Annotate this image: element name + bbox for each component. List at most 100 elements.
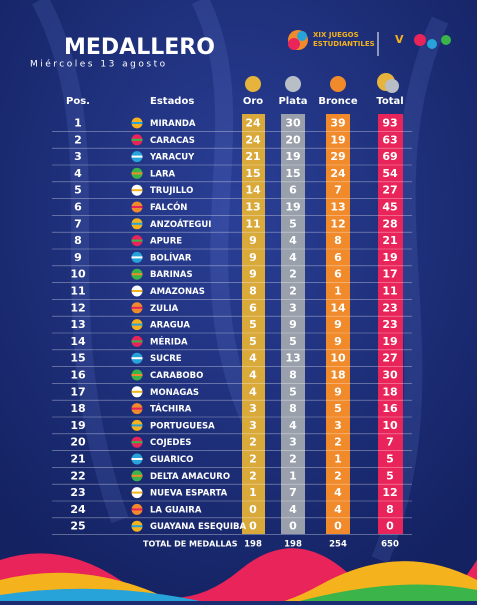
position: 7 — [74, 217, 82, 230]
flag-stripe — [131, 491, 143, 494]
medal-count: 2 — [334, 436, 342, 449]
state-name: PORTUGUESA — [150, 421, 215, 431]
medal-count: 2 — [289, 453, 297, 466]
medal-count: 27 — [382, 352, 397, 365]
medal-count: 4 — [289, 503, 297, 516]
position: 4 — [74, 167, 82, 180]
medal-count: 18 — [330, 369, 345, 382]
position: 9 — [74, 251, 82, 264]
total-label: TOTAL DE MEDALLAS — [143, 540, 238, 549]
position: 11 — [70, 285, 85, 298]
position: 10 — [70, 268, 86, 281]
state-name: LA GUAIRA — [150, 505, 202, 515]
medal-count: 7 — [334, 184, 342, 197]
medal-count: 69 — [382, 150, 397, 163]
medal-count: 1 — [334, 453, 342, 466]
column-bands — [242, 114, 403, 534]
flag-stripe — [131, 239, 143, 242]
medal-count: 0 — [249, 503, 257, 516]
position: 5 — [74, 184, 82, 197]
position: 3 — [74, 150, 82, 163]
flag-stripe — [131, 374, 143, 376]
medal-count: 3 — [334, 419, 342, 432]
state-name: LARA — [150, 169, 176, 179]
position: 23 — [70, 486, 85, 499]
medal-count: 30 — [382, 369, 398, 382]
flag-stripe — [131, 189, 143, 192]
medal-count: 4 — [289, 419, 297, 432]
medal-count: 2 — [249, 436, 257, 449]
medal-count: 54 — [382, 167, 398, 180]
state-name: ZULIA — [150, 304, 179, 314]
medal-count: 14 — [245, 184, 261, 197]
medal-count: 11 — [245, 217, 260, 230]
column-header: Total — [376, 96, 403, 107]
medal-count: 9 — [334, 385, 342, 398]
medal-count: 24 — [245, 133, 261, 146]
state-name: MÉRIDA — [150, 335, 188, 347]
medal-count: 5 — [289, 335, 297, 348]
medal-count: 9 — [334, 318, 342, 331]
medal-count: 13 — [285, 352, 300, 365]
state-name: BARINAS — [150, 270, 193, 280]
state-name: YARACUY — [149, 153, 195, 163]
medal-count: 17 — [382, 268, 397, 281]
medal-count: 19 — [382, 335, 397, 348]
medal-count: 11 — [382, 285, 397, 298]
medal-count: 24 — [330, 167, 346, 180]
flag-stripe — [131, 290, 143, 292]
medal-count: 5 — [249, 335, 257, 348]
medal-count: 5 — [386, 469, 394, 482]
position: 24 — [70, 503, 86, 516]
column-header: Pos. — [66, 96, 90, 107]
state-name: CARACAS — [150, 136, 195, 146]
state-name: GUARICO — [150, 455, 193, 465]
medal-count: 45 — [382, 201, 397, 214]
position: 20 — [70, 436, 86, 449]
medal-count: 15 — [285, 167, 300, 180]
flag-stripe — [131, 122, 143, 124]
state-name: TÁCHIRA — [150, 403, 192, 415]
position: 18 — [70, 402, 85, 415]
medal-count: 5 — [249, 318, 257, 331]
medal-count: 23 — [382, 318, 397, 331]
medal-count: 15 — [245, 167, 260, 180]
flag-stripe — [131, 407, 143, 410]
medal-count: 27 — [382, 184, 397, 197]
state-name: FALCÓN — [150, 201, 187, 213]
state-name: GUAYANA ESEQUIBA — [150, 522, 246, 532]
medal-count: 19 — [285, 150, 300, 163]
position: 2 — [74, 133, 82, 146]
medal-count: 20 — [285, 133, 301, 146]
flag-stripe — [131, 155, 143, 158]
flag-stripe — [131, 340, 143, 343]
medal-count: 1 — [289, 469, 297, 482]
position: 22 — [70, 469, 85, 482]
medal-count: 0 — [386, 520, 394, 533]
medal-count: 7 — [386, 436, 394, 449]
position: 25 — [70, 520, 85, 533]
medal-count: 8 — [386, 503, 394, 516]
medal-count: 12 — [330, 217, 345, 230]
medal-count: 9 — [334, 335, 342, 348]
medal-count: 28 — [382, 217, 397, 230]
total-count: 650 — [381, 540, 399, 550]
medal-count: 9 — [249, 268, 257, 281]
medal-count: 4 — [249, 385, 257, 398]
medal-count: 6 — [334, 268, 342, 281]
logo-text: XIX JUEGOS — [313, 31, 359, 39]
column-header: Bronce — [318, 96, 357, 107]
title: MEDALLERO — [64, 35, 215, 60]
medal-count: 9 — [249, 234, 257, 247]
position: 17 — [70, 385, 85, 398]
column-header: Oro — [243, 96, 263, 107]
medal-count: 2 — [334, 469, 342, 482]
medal-count: 2 — [249, 469, 257, 482]
medal-count: 5 — [289, 385, 297, 398]
flag-stripe — [131, 172, 143, 175]
medal-count: 0 — [249, 520, 257, 533]
flag-stripe — [131, 424, 143, 427]
medal-count: 19 — [330, 133, 345, 146]
medal-count: 21 — [382, 234, 397, 247]
flag-stripe — [131, 441, 143, 444]
